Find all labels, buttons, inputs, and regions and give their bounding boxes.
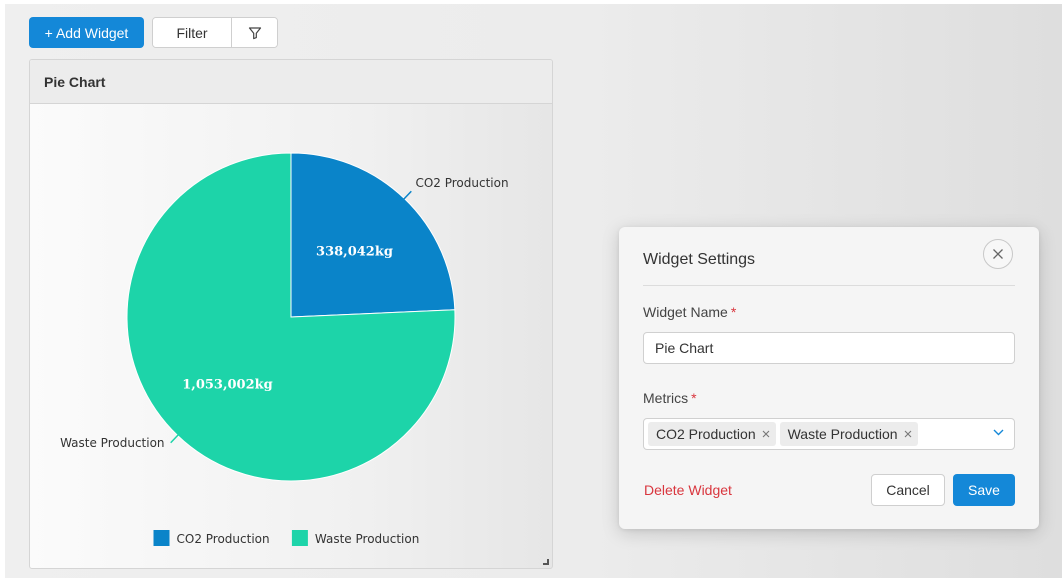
metric-tag-label: Waste Production: [787, 426, 898, 442]
delete-widget-link[interactable]: Delete Widget: [644, 482, 732, 498]
widget-header[interactable]: Pie Chart: [30, 60, 552, 104]
close-icon: [993, 249, 1003, 259]
pie-leader-line: [170, 434, 179, 444]
pie-category-label: Waste Production: [60, 436, 164, 450]
legend-label: Waste Production: [315, 532, 419, 546]
metric-tag: CO2 Production: [648, 422, 776, 446]
widget-name-label: Widget Name *: [643, 304, 736, 320]
metric-tag-label: CO2 Production: [656, 426, 756, 442]
metrics-select[interactable]: CO2 Production Waste Production: [643, 418, 1015, 450]
close-button[interactable]: [983, 239, 1013, 269]
dialog-divider: [643, 285, 1015, 286]
window-left-edge: [0, 0, 5, 578]
window-top-edge: [0, 0, 1062, 4]
funnel-icon: [248, 26, 261, 39]
save-button[interactable]: Save: [953, 474, 1015, 506]
pie-data-label: 338,042kg: [316, 245, 393, 260]
filter-button[interactable]: Filter: [153, 18, 232, 47]
required-marker: *: [730, 304, 737, 320]
chevron-down-icon[interactable]: [993, 429, 1004, 436]
cancel-button[interactable]: Cancel: [871, 474, 945, 506]
widget-settings-dialog: Widget Settings Widget Name* Metrics* CO…: [619, 227, 1039, 529]
metrics-label: Metrics *: [643, 390, 697, 406]
pie-category-label: CO2 Production: [415, 176, 508, 190]
widget-name-label-text: Widget Name: [643, 304, 728, 320]
filter-icon-button[interactable]: [232, 18, 277, 47]
add-widget-button[interactable]: + Add Widget: [29, 17, 144, 48]
pie-chart: 338,042kg 1,053,002kg CO2 Production Waste …: [60, 152, 509, 546]
metrics-label-text: Metrics: [643, 390, 689, 406]
tag-remove-icon[interactable]: [760, 428, 772, 440]
pie-chart-widget[interactable]: Pie Chart 338,042kg 1,053,002kg CO2 Produc…: [29, 59, 553, 569]
filter-button-group: Filter: [152, 17, 278, 48]
pie-leader-line: [403, 190, 412, 200]
widget-name-input[interactable]: [643, 332, 1015, 364]
resize-handle-icon[interactable]: [543, 559, 549, 565]
dialog-title: Widget Settings: [643, 251, 756, 268]
widget-title: Pie Chart: [44, 73, 106, 90]
legend-swatch: [291, 530, 308, 546]
metric-tag: Waste Production: [779, 422, 918, 446]
required-marker: *: [691, 390, 697, 406]
legend-label: CO2 Production: [177, 532, 270, 546]
pie-data-label: 1,053,002kg: [182, 377, 272, 392]
tag-remove-icon[interactable]: [902, 428, 914, 440]
legend-swatch: [153, 530, 170, 546]
